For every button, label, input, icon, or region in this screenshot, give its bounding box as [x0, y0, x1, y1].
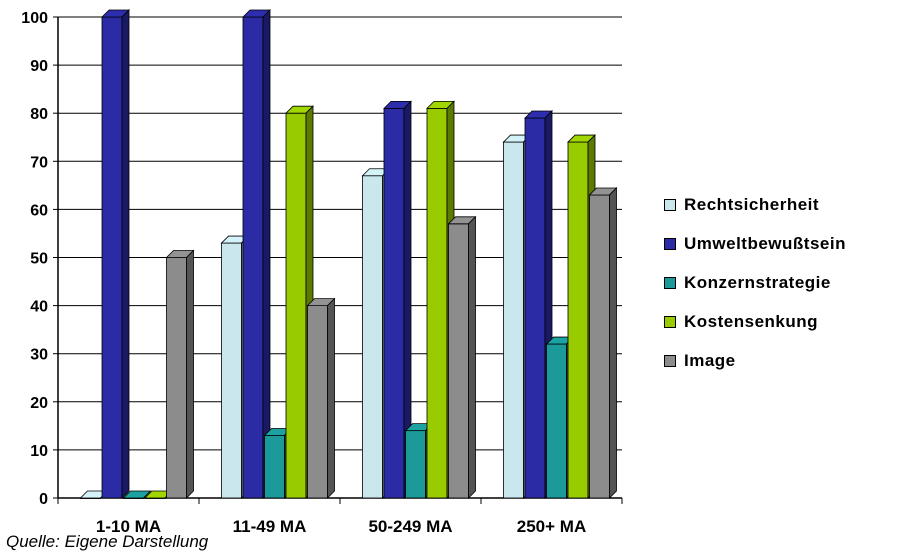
y-axis-ticks: 0 10 20 30 40 50 60 70 80 90 100	[21, 10, 48, 508]
legend-label: Konzernstrategie	[684, 272, 831, 292]
y-tick-label: 50	[30, 251, 48, 268]
y-tick-label: 10	[30, 443, 48, 460]
legend-item: Rechtsicherheit	[664, 185, 846, 224]
legend-label: Rechtsicherheit	[684, 194, 820, 214]
legend-item: Konzernstrategie	[664, 263, 846, 302]
bar-front	[285, 112, 307, 499]
bars	[79, 9, 618, 499]
y-tick-label: 40	[30, 299, 48, 316]
bar-front	[405, 430, 426, 499]
x-tick-label: 250+ MA	[517, 517, 586, 536]
bar-side	[609, 187, 617, 499]
y-tick-label: 100	[21, 10, 48, 27]
legend-swatch	[664, 354, 676, 367]
bar-front	[503, 141, 524, 499]
legend-item: Image	[664, 341, 846, 380]
bar	[306, 297, 336, 499]
bar-front	[383, 107, 405, 499]
bar-side	[186, 249, 194, 499]
x-axis-labels: 1-10 MA 11-49 MA 50-249 MA 250+ MA	[96, 517, 586, 536]
bar-front	[221, 242, 242, 499]
bar-front	[567, 141, 589, 499]
y-tick-label: 60	[30, 202, 48, 219]
y-tick-label: 80	[30, 106, 48, 123]
y-tick-label: 30	[30, 347, 48, 364]
x-tick-label: 11-49 MA	[233, 517, 307, 536]
bar-front	[264, 435, 285, 499]
x-tick-label: 50-249 MA	[368, 517, 452, 536]
bar-side	[327, 297, 335, 499]
bar-front	[101, 16, 123, 499]
bar	[242, 9, 271, 499]
y-tick-label: 90	[30, 58, 48, 75]
bar-side	[143, 490, 151, 499]
legend-swatch	[664, 198, 676, 211]
bar-front	[242, 16, 264, 499]
legend-label: Umweltbewußtsein	[684, 233, 846, 253]
bar-side	[262, 9, 271, 499]
y-tick-label: 20	[30, 395, 48, 412]
source-note: Quelle: Eigene Darstellung	[6, 532, 209, 551]
bar	[165, 249, 195, 499]
bar-front	[166, 257, 187, 499]
gridlines	[58, 16, 622, 499]
legend-swatch	[664, 237, 676, 250]
bar	[383, 100, 412, 499]
bar-side	[468, 215, 476, 499]
bar-front	[362, 175, 383, 499]
bar-front	[426, 107, 448, 499]
bar-front	[307, 305, 328, 499]
bar	[101, 9, 130, 499]
legend-swatch	[664, 276, 676, 289]
y-tick-label: 0	[39, 491, 48, 508]
legend-label: Kostensenkung	[684, 311, 819, 331]
bar-front	[589, 194, 610, 499]
legend-swatch	[664, 315, 676, 328]
y-tick-label: 70	[30, 154, 48, 171]
legend: Rechtsicherheit Umweltbewußtsein Konzernst…	[664, 185, 846, 380]
legend-item: Kostensenkung	[664, 302, 846, 341]
bar	[588, 187, 618, 499]
x-tick-label: 1-10 MA	[96, 517, 161, 536]
bar-side	[121, 9, 130, 499]
bar-front	[524, 117, 546, 499]
bar	[447, 215, 477, 499]
bar-front	[448, 223, 469, 499]
bar	[122, 490, 152, 499]
bar-front	[546, 343, 567, 499]
legend-item: Umweltbewußtsein	[664, 224, 846, 263]
legend-label: Image	[684, 350, 736, 370]
